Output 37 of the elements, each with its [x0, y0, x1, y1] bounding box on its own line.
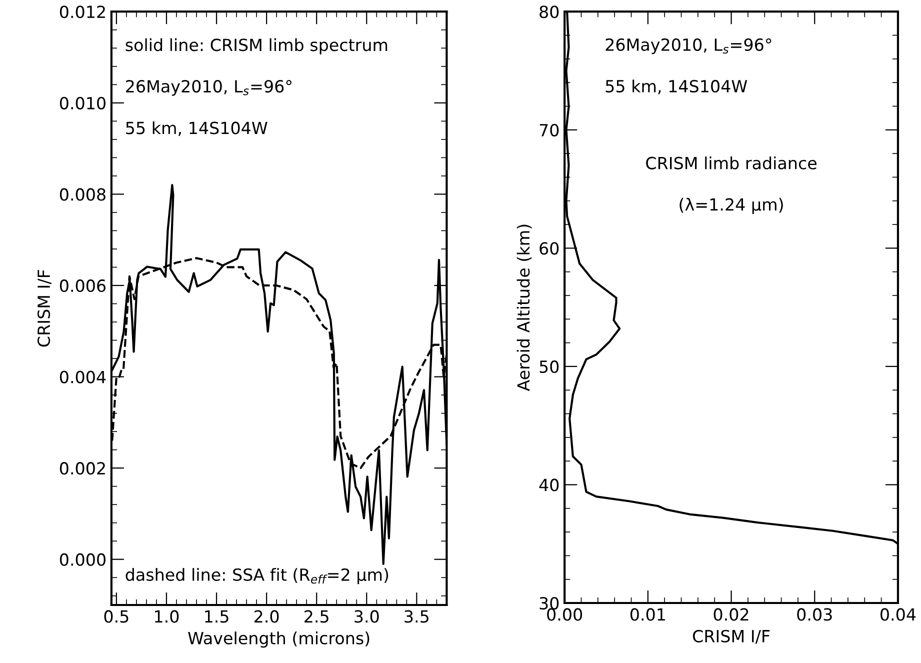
y-axis-title: CRISM I/F — [37, 270, 52, 347]
annotation: dashed line: SSA fit (R$_{eff}$=2 μm) — [126, 568, 388, 584]
y-tick-label: 0.000 — [60, 553, 106, 566]
y-tick-label: 0.006 — [60, 279, 106, 292]
x-tick-label: 0.5 — [104, 610, 128, 623]
annotation: solid line: CRISM limb spectrum — [126, 38, 388, 54]
y-tick-label: 80 — [540, 6, 559, 18]
y-tick-label: 60 — [540, 242, 559, 255]
x-tick-label: 2.5 — [304, 610, 328, 623]
annotation: (λ=1.24 μm) — [680, 198, 783, 214]
x-tick-label: 3.0 — [354, 610, 379, 623]
x-tick-label: 1.5 — [205, 610, 228, 623]
x-tick-label: 0.02 — [714, 608, 748, 621]
annotation: 26May2010, L$_{s}$=96° — [126, 80, 292, 96]
y-tick-label: 0.004 — [60, 370, 106, 384]
y-tick-label: 40 — [539, 478, 559, 492]
y-tick-label: 30 — [540, 596, 559, 610]
x-axis-title: CRISM I/F — [692, 630, 770, 644]
annotation: 55 km, 14S104W — [126, 121, 268, 136]
annotation: 26May2010, L$_{s}$=96° — [606, 38, 772, 54]
x-tick-label: 3.5 — [404, 610, 428, 623]
x-tick-label: 1.0 — [155, 610, 179, 623]
x-tick-label: 0.03 — [797, 608, 832, 621]
x-axis-title: Wavelength (microns) — [188, 632, 370, 648]
y-tick-label: 0.012 — [60, 6, 105, 18]
annotation: CRISM limb radiance — [646, 156, 816, 170]
x-tick-label: 0.04 — [880, 608, 916, 621]
y-tick-label: 0.008 — [60, 188, 106, 201]
x-tick-label: 0.01 — [630, 608, 665, 621]
y-tick-label: 50 — [540, 360, 559, 374]
y-tick-label: 70 — [540, 124, 559, 136]
annotation: 55 km, 14S104W — [606, 80, 748, 94]
x-tick-label: 0.00 — [547, 608, 582, 621]
y-tick-label: 0.002 — [60, 462, 105, 475]
y-tick-label: 0.010 — [60, 96, 106, 110]
x-tick-label: 2.0 — [254, 610, 279, 623]
y-axis-title: Aeroid Altitude (km) — [516, 224, 532, 392]
